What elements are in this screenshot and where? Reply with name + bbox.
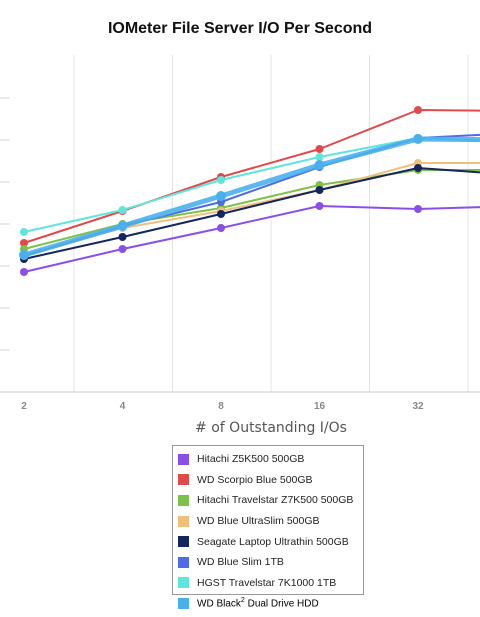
series-point-7 bbox=[217, 176, 225, 184]
series-point-1 bbox=[315, 202, 324, 210]
series-point-5 bbox=[217, 210, 225, 218]
series-point-5 bbox=[315, 186, 324, 194]
series-line-2 bbox=[23, 109, 480, 244]
legend-swatch bbox=[178, 577, 189, 589]
series-point-2 bbox=[414, 106, 422, 114]
x-tick-label: 4 bbox=[120, 401, 126, 412]
series-point-5 bbox=[118, 233, 127, 241]
legend-swatch bbox=[178, 474, 189, 486]
series-point-5 bbox=[414, 164, 422, 172]
legend-item-hitachi-z7k500: Hitachi Travelstar Z7K500 500GB bbox=[173, 490, 363, 511]
legend-label: WD Blue Slim 1TB bbox=[197, 556, 284, 569]
legend-item-seagate-ultrathin: Seagate Laptop Ultrathin 500GB bbox=[173, 531, 363, 552]
legend-item-wd-black2: WD Black2 Dual Drive HDD bbox=[173, 593, 363, 614]
series-line-6 bbox=[23, 133, 480, 257]
legend-label: WD Black2 Dual Drive HDD bbox=[197, 597, 319, 610]
legend-swatch bbox=[178, 515, 189, 527]
legend-item-hitachi-z5k500: Hitachi Z5K500 500GB bbox=[173, 449, 363, 470]
series-point-1 bbox=[217, 224, 225, 232]
series-point-1 bbox=[414, 205, 422, 213]
series-point-1 bbox=[118, 245, 127, 253]
legend-label: WD Scorpio Blue 500GB bbox=[197, 473, 313, 486]
legend-swatch bbox=[178, 453, 189, 465]
x-tick-label: 8 bbox=[218, 401, 224, 412]
legend-label: WD Blue UltraSlim 500GB bbox=[197, 515, 320, 528]
legend-swatch bbox=[178, 597, 189, 609]
x-axis-title: # of Outstanding I/Os bbox=[195, 420, 347, 436]
series-point-8 bbox=[216, 191, 226, 201]
series-point-8 bbox=[413, 134, 423, 144]
legend-label: Hitachi Z5K500 500GB bbox=[197, 453, 305, 466]
legend-label: HGST Travelstar 7K1000 1TB bbox=[197, 576, 337, 589]
series-line-5 bbox=[23, 167, 480, 260]
series-point-2 bbox=[315, 145, 324, 153]
series-point-7 bbox=[20, 228, 28, 236]
x-tick-label: 2 bbox=[21, 401, 27, 412]
series-point-2 bbox=[20, 239, 28, 247]
legend-label: Hitachi Travelstar Z7K500 500GB bbox=[197, 494, 354, 507]
legend-item-wd-blue-ultraslim: WD Blue UltraSlim 500GB bbox=[173, 511, 363, 532]
series-line-8 bbox=[23, 136, 480, 258]
series-point-8 bbox=[314, 160, 325, 170]
series-point-7 bbox=[118, 206, 127, 214]
series-point-7 bbox=[315, 153, 324, 161]
legend-item-wd-blue-slim: WD Blue Slim 1TB bbox=[173, 552, 363, 573]
series-point-8 bbox=[19, 250, 29, 260]
legend-label: Seagate Laptop Ultrathin 500GB bbox=[197, 535, 349, 548]
legend-item-hgst-travelstar: HGST Travelstar 7K1000 1TB bbox=[173, 573, 363, 594]
chart-title: IOMeter File Server I/O Per Second bbox=[107, 20, 373, 37]
legend-swatch bbox=[178, 494, 189, 506]
x-tick-label: 32 bbox=[412, 401, 424, 412]
legend-item-wd-scorpio-blue: WD Scorpio Blue 500GB bbox=[173, 470, 363, 491]
series-point-1 bbox=[20, 268, 28, 276]
series-line-1 bbox=[23, 205, 480, 273]
series-point-8 bbox=[117, 221, 128, 231]
chart-legend: Hitachi Z5K500 500GB WD Scorpio Blue 500… bbox=[172, 445, 364, 610]
x-tick-label: 16 bbox=[314, 401, 326, 412]
legend-swatch bbox=[178, 536, 189, 548]
line-chart-plot: 2 4 8 16 32 # of Outstanding I/Os bbox=[0, 55, 480, 436]
legend-swatch bbox=[178, 556, 189, 568]
